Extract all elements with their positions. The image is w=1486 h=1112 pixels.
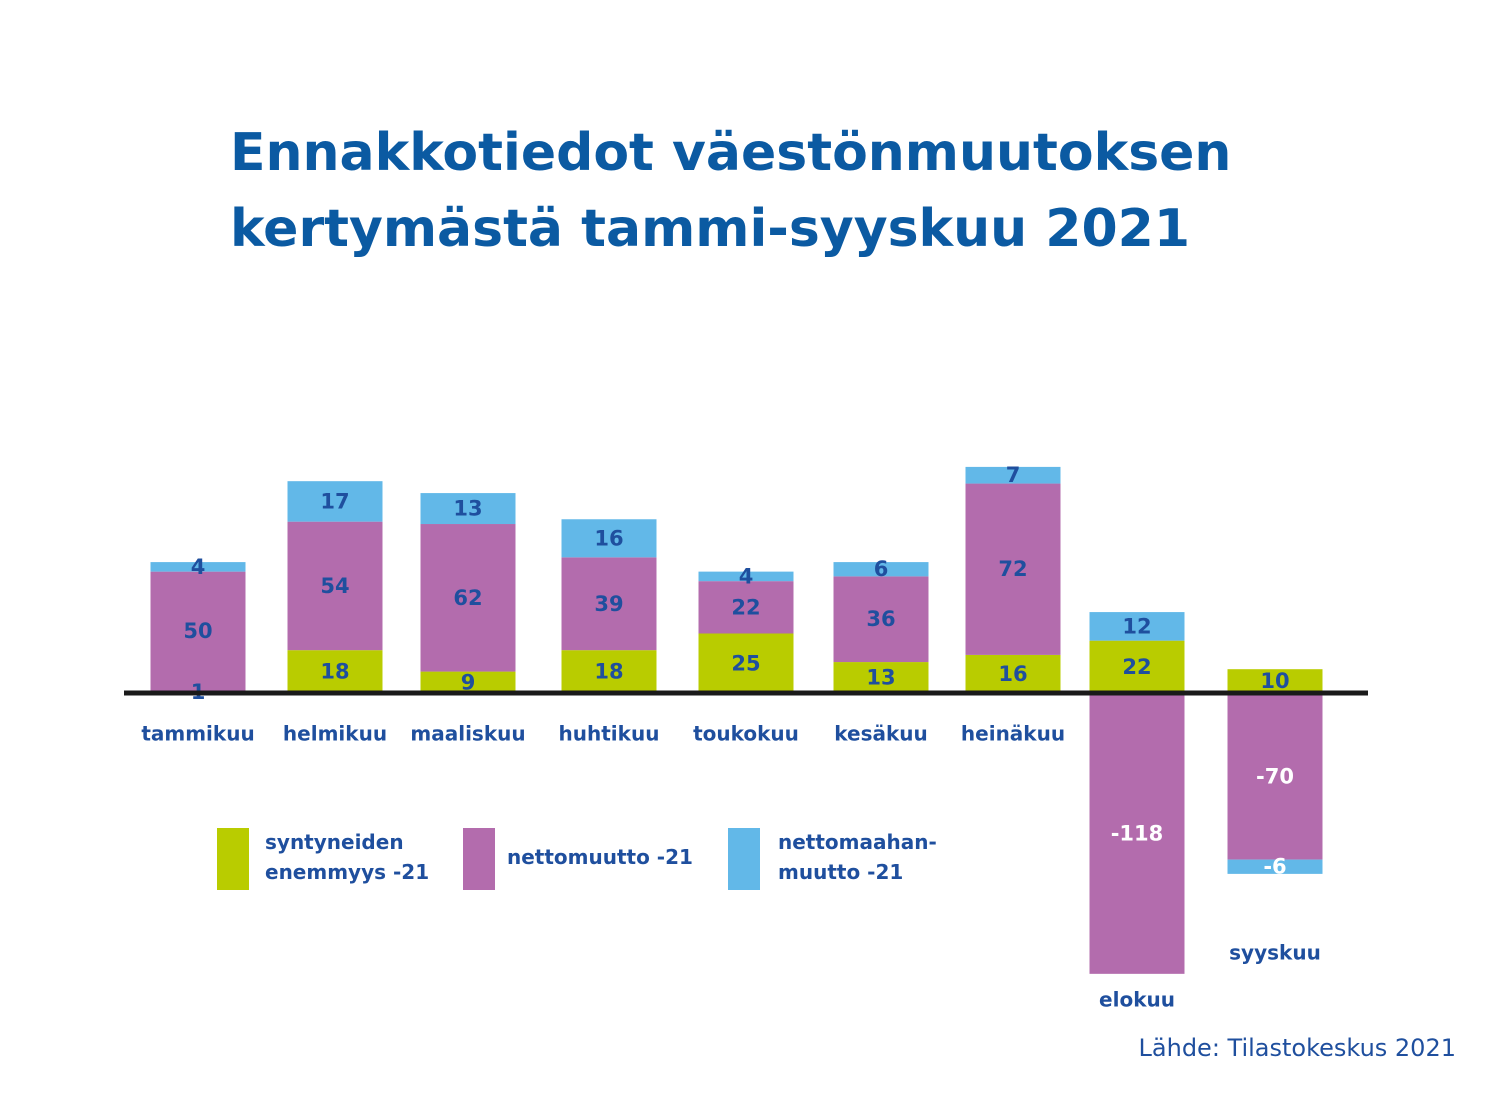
bar-segment-helmikuu-nettomuutto-21 [287, 521, 383, 651]
data-label-helmikuu-syntyneiden-enemmyys-21: 18 [320, 660, 349, 684]
bar-segment-heinäkuu-syntyneiden-enemmyys-21 [965, 654, 1061, 693]
category-label-heinäkuu: heinäkuu [961, 722, 1065, 746]
bar-segment-huhtikuu-syntyneiden-enemmyys-21 [561, 650, 657, 693]
bar-segment-tammikuu-nettomaahanmuutto-21 [150, 562, 246, 572]
bar-segment-kesäkuu-syntyneiden-enemmyys-21 [833, 662, 929, 693]
data-label-huhtikuu-nettomaahanmuutto-21: 16 [594, 526, 623, 550]
bar-segment-maaliskuu-syntyneiden-enemmyys-21 [420, 671, 516, 693]
bar-segment-toukokuu-nettomuutto-21 [698, 581, 794, 634]
data-label-heinäkuu-nettomaahanmuutto-21: 7 [1006, 463, 1021, 487]
data-label-tammikuu-nettomaahanmuutto-21: 4 [191, 555, 206, 579]
legend-label-syntyneiden-enemmyys-21-line-2: enemmyys -21 [265, 860, 429, 884]
bar-segment-elokuu-nettomuutto-21 [1089, 693, 1185, 974]
bar-segment-elokuu-syntyneiden-enemmyys-21 [1089, 640, 1185, 693]
legend-label-nettomaahanmuutto-21-line-1: nettomaahan- [778, 830, 937, 854]
bar-segment-toukokuu-syntyneiden-enemmyys-21 [698, 633, 794, 693]
bar-segment-huhtikuu-nettomaahanmuutto-21 [561, 519, 657, 558]
bar-segment-huhtikuu-nettomuutto-21 [561, 557, 657, 651]
bar-segment-toukokuu-nettomaahanmuutto-21 [698, 571, 794, 582]
bar-segment-helmikuu-syntyneiden-enemmyys-21 [287, 650, 383, 693]
data-label-heinäkuu-nettomuutto-21: 72 [998, 557, 1027, 581]
data-label-elokuu-nettomuutto-21: -118 [1111, 821, 1164, 845]
legend-label-nettomaahanmuutto-21-line-2: muutto -21 [778, 860, 903, 884]
data-label-maaliskuu-syntyneiden-enemmyys-21: 9 [461, 670, 476, 694]
data-label-toukokuu-nettomuutto-21: 22 [731, 595, 760, 619]
category-label-kesäkuu: kesäkuu [834, 722, 928, 746]
data-label-toukokuu-syntyneiden-enemmyys-21: 25 [731, 651, 760, 675]
bar-segment-kesäkuu-nettomuutto-21 [833, 576, 929, 663]
data-label-helmikuu-nettomaahanmuutto-21: 17 [320, 489, 349, 513]
bar-segment-tammikuu-nettomuutto-21 [150, 571, 246, 691]
data-label-kesäkuu-nettomaahanmuutto-21: 6 [874, 557, 889, 581]
category-label-helmikuu: helmikuu [283, 722, 387, 746]
category-label-toukokuu: toukokuu [693, 722, 799, 746]
data-label-elokuu-syntyneiden-enemmyys-21: 22 [1122, 655, 1151, 679]
data-label-huhtikuu-nettomuutto-21: 39 [594, 592, 623, 616]
category-label-huhtikuu: huhtikuu [559, 722, 660, 746]
bar-segment-maaliskuu-nettomaahanmuutto-21 [420, 493, 516, 525]
bar-segment-heinäkuu-nettomaahanmuutto-21 [965, 466, 1061, 484]
data-label-kesäkuu-syntyneiden-enemmyys-21: 13 [866, 666, 895, 690]
data-label-maaliskuu-nettomaahanmuutto-21: 13 [453, 497, 482, 521]
data-label-syyskuu-syntyneiden-enemmyys-21: 10 [1260, 669, 1289, 693]
data-label-tammikuu-nettomuutto-21: 50 [183, 619, 212, 643]
data-label-syyskuu-nettomuutto-21: -70 [1256, 764, 1294, 788]
legend-label-nettomuutto-21-line-1: nettomuutto -21 [507, 845, 693, 869]
data-label-helmikuu-nettomuutto-21: 54 [320, 574, 349, 598]
data-label-maaliskuu-nettomuutto-21: 62 [453, 586, 482, 610]
category-label-syyskuu: syyskuu [1229, 941, 1321, 965]
data-label-huhtikuu-syntyneiden-enemmyys-21: 18 [594, 660, 623, 684]
legend-label-syntyneiden-enemmyys-21-line-1: syntyneiden [265, 830, 404, 854]
legend: syntyneiden enemmyys -21 nettomuutto -21 ne… [217, 828, 937, 890]
bar-segment-syyskuu-nettomuutto-21 [1227, 693, 1323, 860]
bars-group [150, 466, 1323, 974]
bar-segment-maaliskuu-nettomuutto-21 [420, 524, 516, 672]
bar-segment-syyskuu-syntyneiden-enemmyys-21 [1227, 669, 1323, 693]
data-label-elokuu-nettomaahanmuutto-21: 12 [1122, 614, 1151, 638]
source-note: Lähde: Tilastokeskus 2021 [1139, 1034, 1456, 1062]
bar-segment-helmikuu-nettomaahanmuutto-21 [287, 481, 383, 522]
data-label-heinäkuu-syntyneiden-enemmyys-21: 16 [998, 662, 1027, 686]
category-label-elokuu: elokuu [1099, 988, 1175, 1012]
bar-segment-heinäkuu-nettomuutto-21 [965, 483, 1061, 655]
bar-segment-kesäkuu-nettomaahanmuutto-21 [833, 562, 929, 577]
bar-segment-syyskuu-nettomaahanmuutto-21 [1227, 859, 1323, 874]
chart-title-line-2: kertymästä tammi-syyskuu 2021 [230, 199, 1190, 259]
data-label-syyskuu-nettomaahanmuutto-21: -6 [1263, 855, 1286, 879]
chart-title-line-1: Ennakkotiedot väestönmuutoksen [230, 123, 1231, 183]
legend-swatch-nettomaahanmuutto-21 [728, 828, 760, 890]
category-label-tammikuu: tammikuu [141, 722, 254, 746]
data-label-kesäkuu-nettomuutto-21: 36 [866, 607, 895, 631]
data-label-toukokuu-nettomaahanmuutto-21: 4 [739, 564, 754, 588]
bar-segment-elokuu-nettomaahanmuutto-21 [1089, 612, 1185, 641]
value-labels-group: 15041854179621318391625224133661672722-1… [183, 463, 1294, 879]
legend-swatch-nettomuutto-21 [463, 828, 495, 890]
category-label-maaliskuu: maaliskuu [410, 722, 525, 746]
legend-swatch-syntyneiden-enemmyys-21 [217, 828, 249, 890]
category-labels-group: tammikuu helmikuu maaliskuu huhtikuu toukoku… [141, 722, 1321, 1012]
